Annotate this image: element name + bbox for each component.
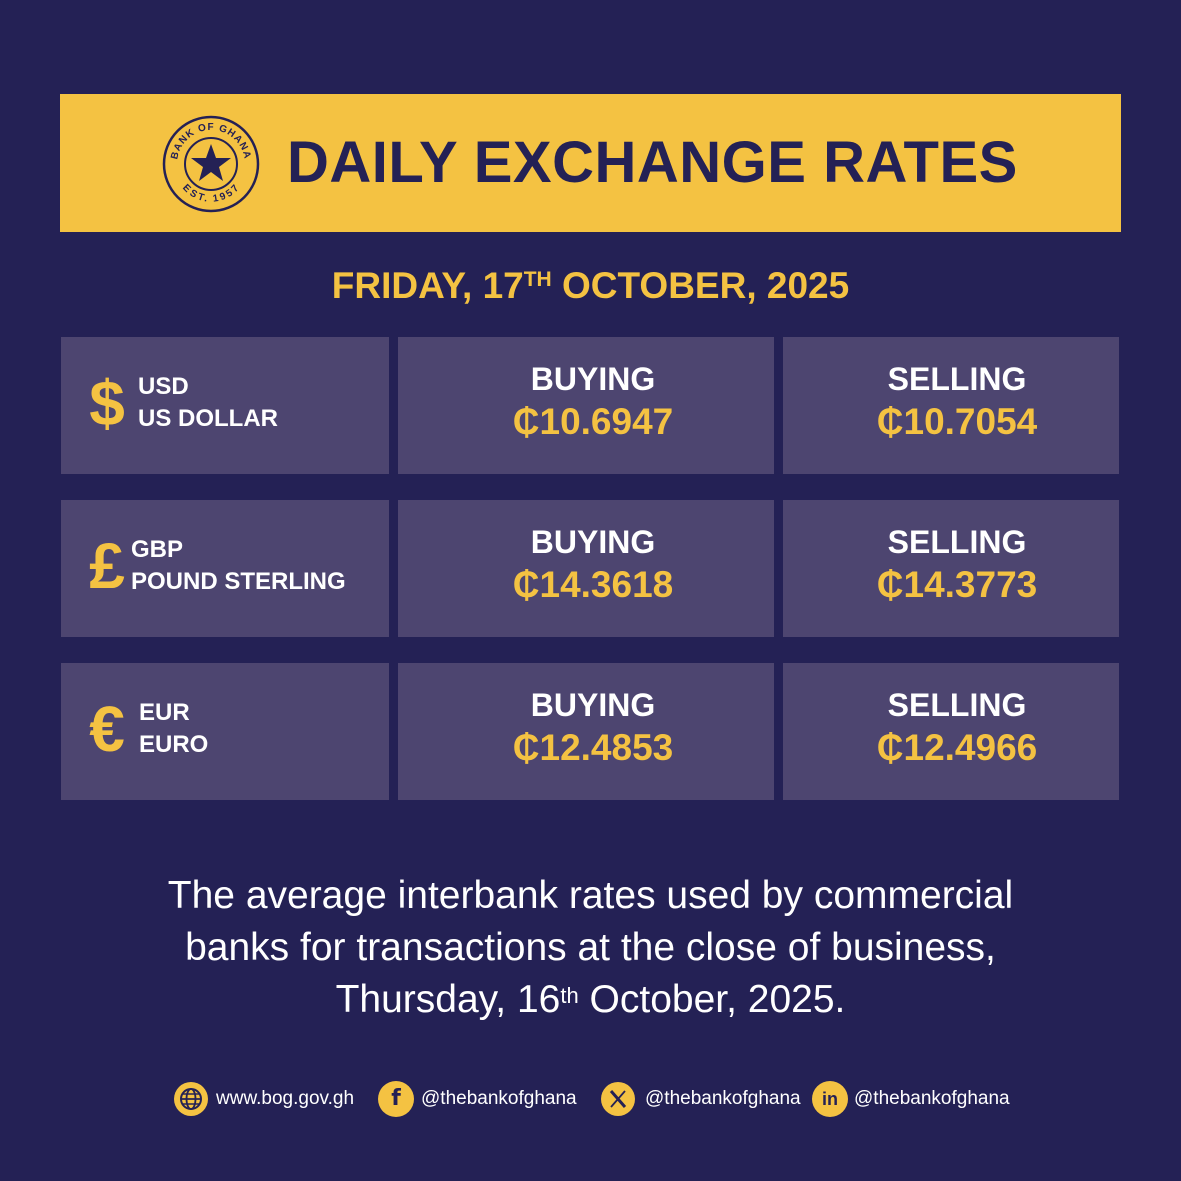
linkedin-link[interactable]: @thebankofghana: [854, 1088, 1010, 1109]
euro-icon: €: [89, 693, 125, 765]
note-line: Thursday, 16th October, 2025.: [0, 974, 1181, 1026]
buying-cell-usd: BUYING ₵10.6947: [398, 337, 774, 474]
date-ordinal: TH: [523, 268, 552, 291]
note-date-ordinal: th: [560, 983, 579, 1008]
pound-icon: £: [89, 530, 125, 602]
selling-rate: ₵14.3773: [876, 564, 1038, 605]
buying-label: BUYING: [530, 524, 656, 560]
dollar-icon: $: [89, 367, 125, 439]
buying-cell-eur: BUYING ₵12.4853: [398, 663, 774, 800]
date-prefix: FRIDAY, 17: [331, 265, 524, 306]
globe-icon[interactable]: [173, 1081, 209, 1117]
note-line: The average interbank rates used by comm…: [167, 874, 1014, 917]
selling-label: SELLING: [887, 524, 1027, 560]
rate-date: FRIDAY, 17TH OCTOBER, 2025: [0, 262, 1181, 310]
currency-cell-eur: € EUR EURO: [61, 663, 389, 800]
buying-rate: ₵12.4853: [512, 727, 674, 768]
facebook-icon[interactable]: f: [378, 1081, 414, 1117]
selling-label: SELLING: [887, 361, 1027, 397]
rates-note: The average interbank rates used by comm…: [0, 870, 1181, 1026]
x-link[interactable]: @thebankofghana: [645, 1088, 801, 1109]
svg-text:EST. 1957: EST. 1957: [180, 182, 242, 204]
selling-cell-usd: SELLING ₵10.7054: [783, 337, 1119, 474]
selling-cell-gbp: SELLING ₵14.3773: [783, 500, 1119, 637]
note-line: banks for transactions at the close of b…: [185, 926, 996, 969]
linkedin-icon[interactable]: in: [812, 1081, 848, 1117]
selling-label: SELLING: [887, 687, 1027, 723]
date-rest: OCTOBER, 2025: [551, 265, 850, 306]
currency-code: USD: [138, 373, 189, 400]
currency-name: POUND STERLING: [131, 568, 346, 595]
currency-name: US DOLLAR: [138, 405, 278, 432]
buying-rate: ₵14.3618: [512, 564, 674, 605]
currency-cell-usd: $ USD US DOLLAR: [61, 337, 389, 474]
website-link[interactable]: www.bog.gov.gh: [216, 1088, 355, 1109]
page-title: DAILY EXCHANGE RATES: [287, 130, 1018, 195]
buying-label: BUYING: [530, 361, 656, 397]
buying-label: BUYING: [530, 687, 656, 723]
note-date-rest: October, 2025.: [578, 978, 846, 1021]
x-icon[interactable]: [600, 1081, 636, 1117]
selling-cell-eur: SELLING ₵12.4966: [783, 663, 1119, 800]
bank-of-ghana-seal-icon: BANK OF GHANA EST. 1957: [162, 115, 260, 213]
facebook-link[interactable]: @thebankofghana: [421, 1088, 577, 1109]
currency-code: EUR: [139, 699, 190, 726]
buying-rate: ₵10.6947: [512, 401, 674, 442]
selling-rate: ₵10.7054: [876, 401, 1038, 442]
buying-cell-gbp: BUYING ₵14.3618: [398, 500, 774, 637]
currency-name: EURO: [139, 731, 209, 758]
selling-rate: ₵12.4966: [876, 727, 1038, 768]
seal-bottom-text: EST. 1957: [180, 182, 241, 204]
currency-cell-gbp: £ GBP POUND STERLING: [61, 500, 389, 637]
currency-code: GBP: [131, 536, 184, 563]
note-date-prefix: Thursday, 16: [335, 978, 561, 1021]
